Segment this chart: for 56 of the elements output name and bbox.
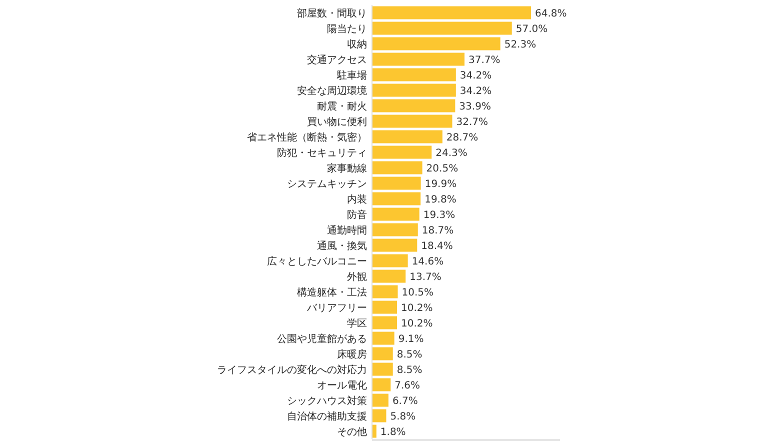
y-tick-label: 学区 — [347, 317, 367, 330]
y-tick-label: 通勤時間 — [327, 224, 367, 236]
data-label: 13.7% — [410, 272, 442, 283]
data-label: 1.8% — [380, 426, 406, 438]
y-tick-label: 部屋数・間取り — [297, 7, 367, 20]
data-label: 34.2% — [460, 86, 492, 97]
y-tick-label: 交通アクセス — [307, 54, 367, 66]
y-tick-label: 駐車場 — [336, 69, 367, 82]
y-tick-label: 自治体の補助支援 — [287, 410, 367, 422]
y-tick-label: その他 — [337, 426, 367, 438]
y-tick-label: 買い物に便利 — [307, 116, 367, 128]
y-tick-label: 広々としたバルコニー — [267, 255, 367, 268]
y-tick-label: バリアフリー — [306, 302, 367, 314]
data-label: 34.2% — [460, 70, 492, 82]
data-label: 28.7% — [446, 132, 478, 144]
y-tick-label: 家事動線 — [327, 162, 367, 174]
data-label: 19.3% — [423, 210, 456, 221]
data-label: 5.8% — [390, 411, 416, 422]
data-label: 19.8% — [424, 194, 456, 206]
y-tick-label: ライフスタイルの変化への対応力 — [217, 364, 367, 376]
y-tick-label: 安全な周辺環境 — [297, 84, 367, 97]
data-label: 18.4% — [421, 240, 453, 252]
data-label: 10.5% — [402, 287, 434, 298]
data-label: 6.7% — [392, 396, 418, 407]
y-tick-label: 構造躯体・工法 — [297, 286, 367, 298]
y-tick-label: 公園や児童館がある — [277, 332, 367, 345]
data-label: 64.8% — [535, 8, 567, 20]
data-label: 37.7% — [468, 54, 500, 66]
y-tick-label: 省エネ性能（断熱・気密） — [247, 131, 367, 144]
y-tick-label: 床暖房 — [337, 348, 367, 360]
data-label: 14.6% — [412, 256, 444, 268]
data-label: 52.3% — [504, 39, 536, 50]
data-label: 7.6% — [394, 380, 420, 392]
y-tick-label: 陽当たり — [327, 22, 367, 35]
data-label: 33.9% — [459, 101, 491, 112]
y-tick-label: 耐震・耐火 — [317, 100, 367, 112]
data-label: 19.9% — [424, 178, 457, 190]
data-label: 9.1% — [398, 334, 424, 345]
data-label: 10.2% — [401, 302, 433, 314]
data-label: 20.5% — [426, 163, 458, 174]
y-tick-label: シックハウス対策 — [287, 394, 367, 407]
y-tick-label: 防音 — [347, 208, 367, 221]
data-label: 8.5% — [396, 349, 422, 360]
y-tick-label: オール電化 — [317, 379, 367, 392]
data-label: 18.7% — [422, 225, 454, 236]
data-label: 24.3% — [436, 148, 468, 159]
data-label: 57.0% — [516, 24, 548, 35]
y-tick-label: 防犯・セキュリティ — [277, 146, 367, 159]
y-tick-label: システムキッチン — [287, 178, 367, 190]
y-tick-label: 内装 — [347, 193, 367, 206]
data-label: 10.2% — [401, 318, 433, 330]
y-tick-label: 収納 — [347, 38, 367, 50]
data-label: 8.5% — [396, 364, 422, 376]
data-label: 32.7% — [456, 116, 488, 128]
y-tick-label: 通風・換気 — [317, 240, 367, 252]
y-tick-label: 外観 — [347, 272, 367, 283]
